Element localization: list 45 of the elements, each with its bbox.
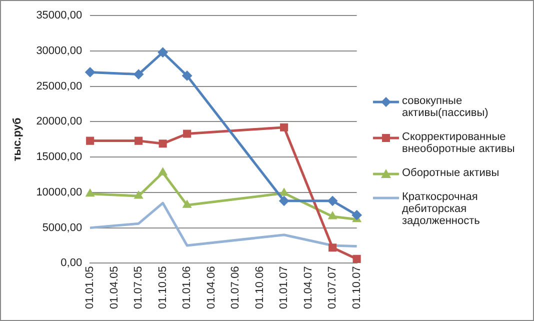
x-tick-label: 01.04.06: [205, 266, 218, 310]
point: [134, 136, 143, 145]
legend-label: Оборотные активы: [402, 166, 500, 178]
x-tick-label: 01.10.07: [350, 266, 363, 310]
point: [182, 70, 192, 81]
point: [134, 69, 144, 80]
y-tick-label: 25000,00: [36, 80, 82, 92]
x-tick-label: 01.07.06: [230, 266, 242, 310]
point: [86, 136, 94, 145]
y-tick-label: 10000,00: [36, 186, 82, 198]
point: [280, 188, 288, 196]
point: [328, 244, 337, 252]
point: [328, 196, 338, 206]
point: [85, 67, 96, 78]
x-tick-label: 01.01.06: [181, 266, 194, 310]
y-tick-label: 20000,00: [36, 116, 82, 128]
y-tick-label: 30000,00: [36, 45, 82, 57]
x-tick-label: 01.10.06: [254, 266, 266, 310]
legend-label: Скорректированные внеоборотные активы: [402, 130, 516, 154]
point: [328, 211, 337, 220]
y-tick-label: 0,00: [60, 257, 82, 270]
x-tick-label: 01.10.05: [156, 266, 169, 310]
x-tick-label: 01.01.05: [84, 266, 96, 310]
point: [158, 140, 167, 148]
point: [280, 123, 288, 132]
x-tick-label: 01.07.07: [326, 266, 339, 310]
point: [134, 190, 143, 199]
y-tick-label: 15000,00: [36, 151, 82, 164]
x-tick-label: 01.01.07: [278, 266, 290, 310]
point: [352, 210, 362, 220]
point: [158, 168, 168, 176]
x-tick-label: 01.04.05: [108, 266, 120, 310]
x-tick-label: 01.07.05: [132, 266, 145, 310]
y-axis-title: тыс.руб: [12, 117, 24, 162]
legend-label: совокупные активы(пассивы): [402, 94, 490, 118]
y-tick-label: 35000,00: [36, 10, 82, 22]
point: [158, 47, 168, 58]
point: [183, 130, 192, 138]
point: [86, 188, 94, 197]
point: [182, 200, 192, 208]
x-tick-label: 01.04.07: [302, 266, 314, 310]
point: [279, 196, 290, 206]
point: [352, 254, 361, 263]
legend-label: Краткосрочная дебиторская задолженность: [402, 190, 481, 226]
y-tick-label: 5000,00: [42, 222, 82, 234]
